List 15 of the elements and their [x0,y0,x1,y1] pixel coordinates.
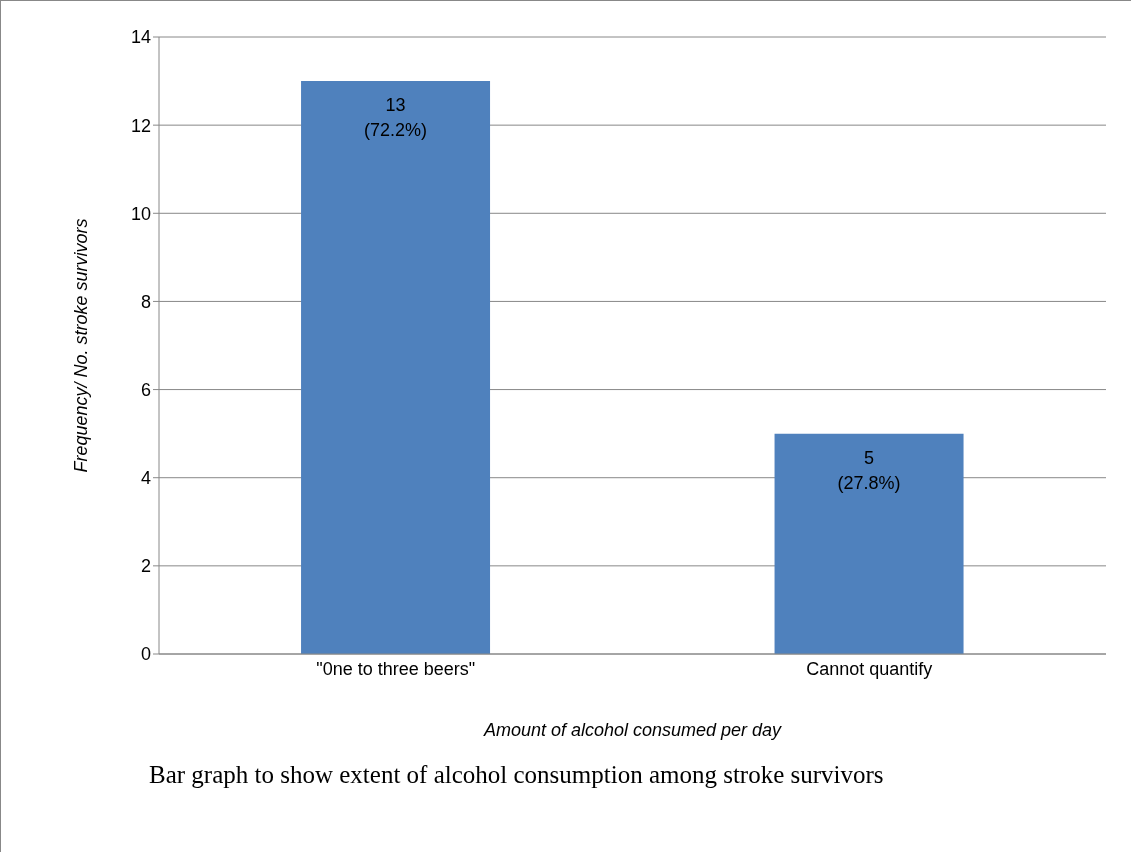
x-tick-label: "0ne to three beers" [316,658,476,679]
y-tick-label: 14 [130,27,151,48]
y-tick-label: 4 [140,468,151,489]
y-tick-label: 0 [140,644,151,665]
y-axis-title: Frequency/ No. stroke survivors [71,218,92,473]
data-label: 13 (72.2%) [364,95,428,141]
y-tick-label: 2 [140,556,151,577]
data-label: 5 (27.8%) [837,447,901,493]
text: Bar graph to show extent of alcohol consumption among stroke survivors [149,760,885,790]
y-tick-label: 10 [130,203,151,224]
x-axis-title: Amount of alcohol consumed per day [482,720,783,740]
y-tick-label: 6 [140,379,151,400]
y-tick-label: 8 [140,291,151,312]
y-tick-label: 12 [130,115,151,136]
x-tick-label: Cannot quantify [806,658,933,679]
